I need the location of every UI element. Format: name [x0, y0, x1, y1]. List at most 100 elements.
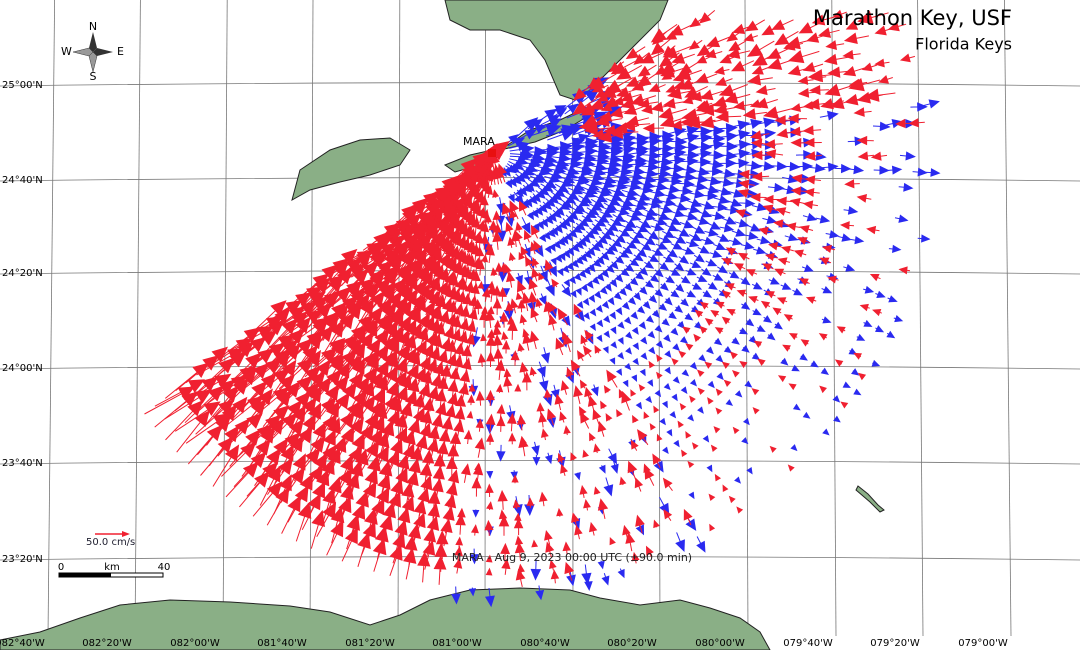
current-vector: [673, 235, 687, 244]
current-vector: [522, 146, 548, 158]
current-vector: [664, 296, 673, 306]
current-vector: [485, 244, 495, 264]
current-vector: [635, 224, 650, 233]
current-vector: [705, 346, 714, 355]
current-vector: [526, 211, 535, 221]
current-vector: [703, 176, 722, 186]
current-vector: [239, 471, 270, 508]
current-vector: [732, 426, 740, 435]
current-vector: [566, 247, 575, 257]
current-vector: [624, 282, 633, 292]
current-vector: [233, 380, 268, 418]
current-vector: [635, 401, 643, 410]
current-vector: [665, 275, 676, 284]
current-vector: [547, 229, 556, 238]
current-vector: [597, 179, 616, 189]
current-vector: [644, 260, 655, 269]
longitude-label: 080°40'W: [520, 638, 570, 649]
current-vector: [842, 381, 851, 388]
current-vector: [788, 333, 798, 341]
current-vector: [492, 164, 503, 185]
current-vector: [508, 177, 517, 188]
current-vector: [742, 417, 750, 426]
current-vector: [856, 333, 866, 341]
current-vector: [614, 273, 624, 283]
current-vector: [658, 107, 688, 120]
current-vector: [833, 415, 841, 423]
current-vector: [567, 185, 584, 195]
compass-s: S: [90, 70, 97, 83]
current-vector: [733, 263, 746, 272]
current-vector: [758, 226, 773, 236]
current-vector: [616, 202, 633, 211]
current-vector: [584, 577, 593, 592]
current-vector: [563, 279, 571, 288]
current-vector: [225, 461, 259, 498]
current-vector: [625, 347, 632, 355]
current-vector: [497, 489, 508, 510]
current-vector: [531, 441, 540, 456]
current-vector: [664, 222, 679, 232]
current-vector: [625, 46, 646, 60]
current-vector: [671, 202, 688, 211]
current-vector: [629, 277, 639, 286]
current-vector: [594, 187, 612, 197]
current-vector: [174, 401, 221, 432]
current-vector: [644, 236, 656, 246]
current-vector: [694, 309, 704, 318]
current-vector: [675, 186, 694, 196]
current-vector: [527, 178, 541, 188]
current-vector: [588, 294, 596, 303]
current-vector: [917, 234, 931, 243]
current-vector: [617, 336, 624, 345]
current-vector: [775, 207, 791, 216]
current-vector: [708, 493, 716, 501]
current-vector: [637, 429, 649, 446]
current-vector: [654, 389, 662, 398]
current-vector: [571, 205, 584, 215]
latitude-line: [0, 365, 1080, 370]
current-vector: [825, 230, 840, 239]
current-vector: [728, 495, 736, 504]
current-vector: [609, 311, 617, 320]
current-vector: [593, 290, 602, 299]
longitude-label: 079°00'W: [958, 638, 1008, 649]
current-vector: [687, 414, 694, 422]
current-vector: [666, 428, 673, 437]
current-vector: [776, 196, 793, 206]
current-vector: [712, 273, 724, 281]
current-vector: [538, 271, 545, 281]
current-vector: [563, 425, 571, 436]
current-vector: [531, 256, 540, 268]
current-vector: [768, 277, 780, 285]
current-vector: [786, 222, 801, 231]
current-vector: [715, 186, 732, 196]
current-vector: [485, 567, 493, 576]
current-vector: [585, 171, 605, 181]
current-vector: [610, 260, 619, 270]
current-vector: [654, 268, 664, 278]
longitude-label: 079°20'W: [870, 638, 920, 649]
current-vector: [704, 361, 713, 369]
current-vector: [535, 585, 545, 601]
current-vector: [631, 374, 638, 383]
current-vector: [843, 263, 856, 272]
current-vector: [598, 464, 606, 474]
current-vector: [871, 359, 881, 367]
current-vector: [773, 219, 788, 229]
current-vector: [723, 379, 732, 388]
current-vector: [582, 449, 589, 458]
current-vector: [655, 340, 664, 349]
current-vector: [652, 453, 662, 468]
current-vector: [802, 411, 811, 419]
current-vector: [575, 240, 584, 250]
current-vector: [581, 234, 591, 244]
current-vector: [675, 532, 685, 553]
current-vector: [212, 444, 240, 487]
current-vector: [669, 208, 686, 218]
current-vector: [571, 243, 580, 253]
current-vector: [564, 103, 579, 115]
current-vector: [645, 315, 655, 323]
current-vector: [823, 53, 849, 65]
current-vector: [629, 258, 640, 267]
